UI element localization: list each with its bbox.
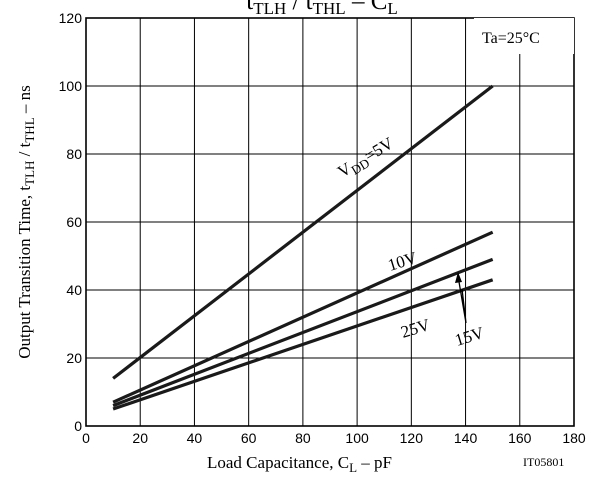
y-tick-label: 40: [66, 282, 82, 298]
y-tick-label: 0: [74, 418, 82, 434]
x-tick-label: 0: [82, 430, 90, 446]
x-tick-label: 120: [400, 430, 424, 446]
label-15v-pointer: [457, 275, 467, 324]
chart-title: tTLH / tTHL – CL: [246, 0, 398, 18]
svg-text:VDD=5V: VDD=5V: [334, 133, 399, 184]
x-tick-label: 180: [562, 430, 586, 446]
condition-box: [474, 18, 574, 54]
series-layer: [112, 84, 494, 411]
condition-annotation: Ta=25°C: [482, 30, 540, 47]
y-tick-label: 100: [59, 78, 83, 94]
x-tick-label: 160: [508, 430, 532, 446]
series-label-25v: 25V: [399, 315, 433, 342]
y-tick-labels: 0 20 40 60 80 100 120: [59, 10, 83, 434]
series-label-15v: 15V: [453, 323, 487, 350]
series-line-vdd-5v: [112, 84, 494, 380]
series-line-25v: [112, 278, 494, 411]
x-axis-label: Load Capacitance, CL – pF: [207, 453, 392, 475]
series-label-vdd5v: VDD=5V: [334, 133, 399, 184]
x-tick-label: 40: [187, 430, 203, 446]
x-tick-label: 140: [454, 430, 478, 446]
plot-frame: [85, 17, 575, 427]
y-axis-label: Output Transition Time, tTLH / tTHL – ns: [15, 85, 37, 359]
figure-code: IT05801: [523, 455, 564, 469]
x-tick-label: 60: [241, 430, 257, 446]
label-15v-arrowhead: [455, 272, 462, 283]
series-label-10v: 10V: [386, 248, 420, 275]
grid: [86, 18, 574, 426]
y-tick-label: 120: [59, 10, 83, 26]
x-tick-label: 100: [345, 430, 369, 446]
y-tick-label: 80: [66, 146, 82, 162]
series-line-10v: [112, 230, 494, 404]
y-tick-label: 20: [66, 350, 82, 366]
series-line-15v: [112, 257, 494, 408]
y-tick-label: 60: [66, 214, 82, 230]
x-tick-label: 80: [295, 430, 311, 446]
x-tick-labels: 0 20 40 60 80 100 120 140 160 180: [82, 430, 586, 446]
x-tick-label: 20: [132, 430, 148, 446]
